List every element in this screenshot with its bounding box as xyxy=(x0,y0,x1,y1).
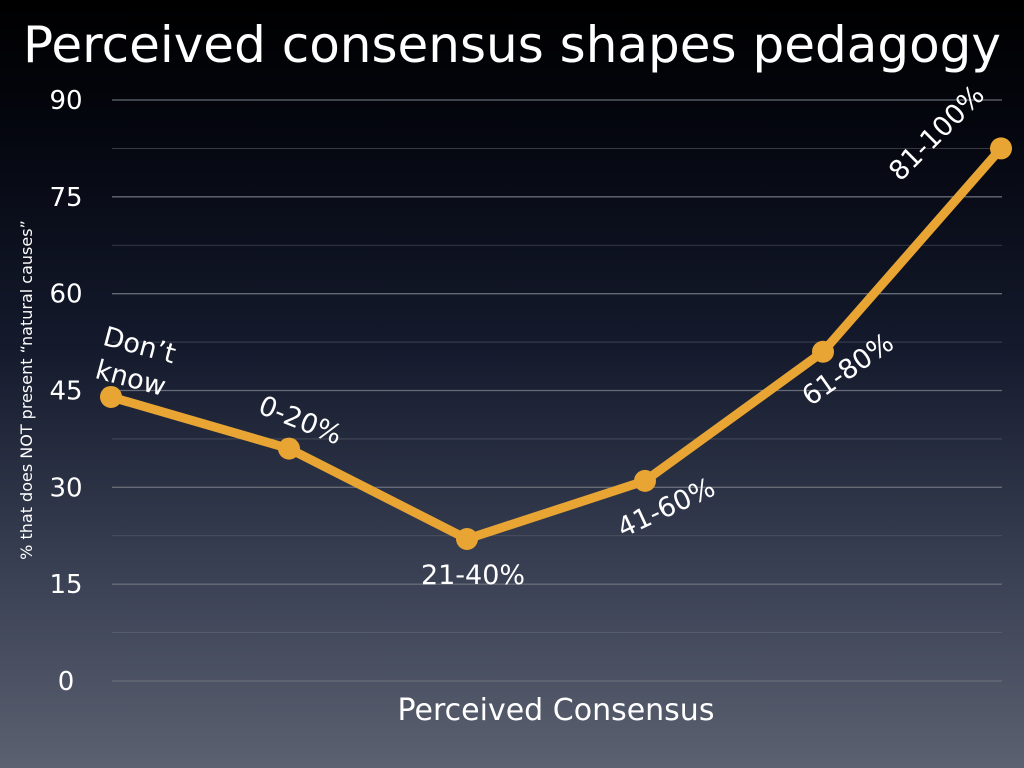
series-line-group xyxy=(106,143,1006,544)
data-point xyxy=(278,437,300,460)
data-point xyxy=(100,385,122,408)
y-tick-label: 45 xyxy=(49,377,82,407)
y-axis-label: % that does NOT present “natural causes” xyxy=(17,220,36,560)
data-point xyxy=(812,340,834,363)
y-tick-label: 30 xyxy=(49,473,82,503)
category-label-text: 21-40% xyxy=(421,560,525,591)
slide-title: Perceived consensus shapes pedagogy xyxy=(22,16,1002,74)
category-label: 81-100% xyxy=(883,80,991,188)
x-axis-label: Perceived Consensus xyxy=(398,693,715,728)
y-tick-label: 0 xyxy=(58,667,75,697)
category-label-text: 81-100% xyxy=(883,80,991,188)
y-tick-label: 75 xyxy=(49,183,82,213)
data-point xyxy=(456,527,478,550)
category-label: 61-80% xyxy=(797,327,900,412)
y-tick-label: 15 xyxy=(49,570,82,600)
y-tick-label: 60 xyxy=(49,280,82,310)
series-line xyxy=(106,143,1006,544)
y-tick-labels: 0 15 30 45 60 75 90 xyxy=(49,86,82,697)
data-point xyxy=(990,137,1012,160)
y-tick-label: 90 xyxy=(49,86,82,116)
data-points xyxy=(100,137,1012,550)
category-label: 21-40% xyxy=(421,560,525,591)
category-label-text: 61-80% xyxy=(797,327,900,412)
data-point xyxy=(634,469,656,492)
gridlines xyxy=(112,99,1002,682)
